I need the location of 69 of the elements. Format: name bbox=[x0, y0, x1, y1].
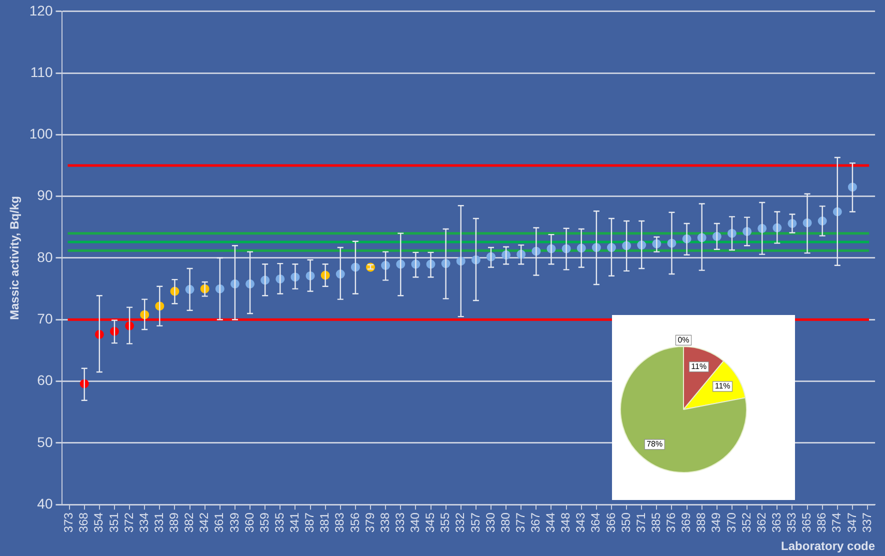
x-tick-label: 345 bbox=[423, 512, 438, 533]
x-tick-label: 337 bbox=[860, 512, 874, 533]
x-tick-label: 383 bbox=[332, 512, 347, 533]
x-tick-label: 388 bbox=[694, 512, 708, 533]
x-tick-label: 351 bbox=[106, 512, 121, 533]
data-label: 78% bbox=[646, 440, 663, 449]
x-tick-label: 385 bbox=[648, 512, 663, 533]
x-tick-label: 332 bbox=[453, 512, 468, 533]
x-tick-label: 368 bbox=[76, 512, 91, 533]
x-tick-label: 374 bbox=[830, 512, 844, 533]
x-tick-label: 341 bbox=[288, 512, 302, 533]
x-tick-label: 389 bbox=[167, 512, 182, 533]
x-tick-label: 360 bbox=[242, 512, 256, 533]
x-tick-label: 348 bbox=[558, 512, 573, 533]
y-tick-label: 50 bbox=[37, 434, 53, 450]
data-label: 11% bbox=[691, 362, 707, 372]
x-tick-label: 369 bbox=[679, 512, 694, 533]
x-tick-label: 335 bbox=[272, 512, 286, 533]
x-tick-label: 366 bbox=[604, 512, 618, 533]
x-tick-label: 347 bbox=[844, 512, 859, 533]
x-tick-label: 364 bbox=[588, 512, 603, 533]
x-tick-label: 365 bbox=[800, 512, 814, 533]
x-tick-label: 371 bbox=[634, 512, 648, 533]
x-tick-label: 377 bbox=[513, 512, 528, 533]
x-tick-label: 343 bbox=[574, 512, 588, 533]
x-tick-label: 370 bbox=[724, 512, 738, 533]
x-tick-label: 363 bbox=[769, 512, 784, 533]
x-tick-label: 340 bbox=[408, 512, 422, 533]
x-tick-label: 350 bbox=[618, 512, 633, 533]
x-tick-label: 330 bbox=[483, 512, 498, 533]
x-tick-label: 373 bbox=[62, 512, 76, 533]
x-tick-label: 386 bbox=[814, 512, 829, 533]
x-tick-label: 380 bbox=[498, 512, 512, 533]
y-tick-label: 100 bbox=[29, 126, 53, 142]
y-tick-label: 120 bbox=[29, 2, 53, 18]
x-tick-label: 387 bbox=[302, 512, 317, 533]
x-tick-label: 381 bbox=[318, 512, 332, 533]
x-tick-label: 333 bbox=[392, 512, 407, 533]
x-tick-label: 359 bbox=[257, 512, 272, 533]
y-tick-label: 90 bbox=[37, 187, 53, 204]
x-tick-label: 376 bbox=[664, 512, 678, 533]
x-tick-label: 355 bbox=[438, 512, 452, 533]
y-axis-title: Massic activity, Bq/kg bbox=[8, 196, 22, 320]
x-tick-label: 352 bbox=[739, 512, 754, 533]
x-tick-label: 349 bbox=[709, 512, 724, 533]
x-tick-label: 382 bbox=[182, 512, 196, 533]
x-tick-label: 338 bbox=[378, 512, 392, 533]
x-tick-label: 361 bbox=[212, 512, 226, 533]
x-tick-label: 354 bbox=[92, 512, 106, 533]
y-tick-label: 70 bbox=[37, 310, 53, 326]
x-tick-label: 334 bbox=[136, 512, 151, 533]
y-tick-label: 40 bbox=[37, 495, 53, 512]
x-tick-label: 339 bbox=[227, 512, 242, 533]
x-tick-label: 353 bbox=[784, 512, 799, 533]
x-tick-label: 331 bbox=[152, 512, 166, 533]
y-tick-label: 80 bbox=[37, 248, 53, 265]
x-tick-label: 362 bbox=[754, 512, 768, 533]
x-tick-label: 357 bbox=[468, 512, 482, 533]
x-tick-label: 372 bbox=[122, 512, 136, 533]
x-tick-label: 367 bbox=[528, 512, 542, 533]
x-axis-title: Laboratory code bbox=[781, 539, 876, 554]
y-tick-label: 60 bbox=[37, 372, 53, 388]
data-label: 11% bbox=[714, 382, 730, 391]
x-tick-label: 344 bbox=[544, 512, 558, 533]
text: 0% bbox=[678, 335, 690, 344]
y-tick-label: 110 bbox=[30, 64, 53, 80]
x-tick-label: 356 bbox=[348, 512, 362, 533]
x-tick-label: 342 bbox=[197, 512, 212, 533]
x-tick-label: 379 bbox=[362, 512, 377, 533]
